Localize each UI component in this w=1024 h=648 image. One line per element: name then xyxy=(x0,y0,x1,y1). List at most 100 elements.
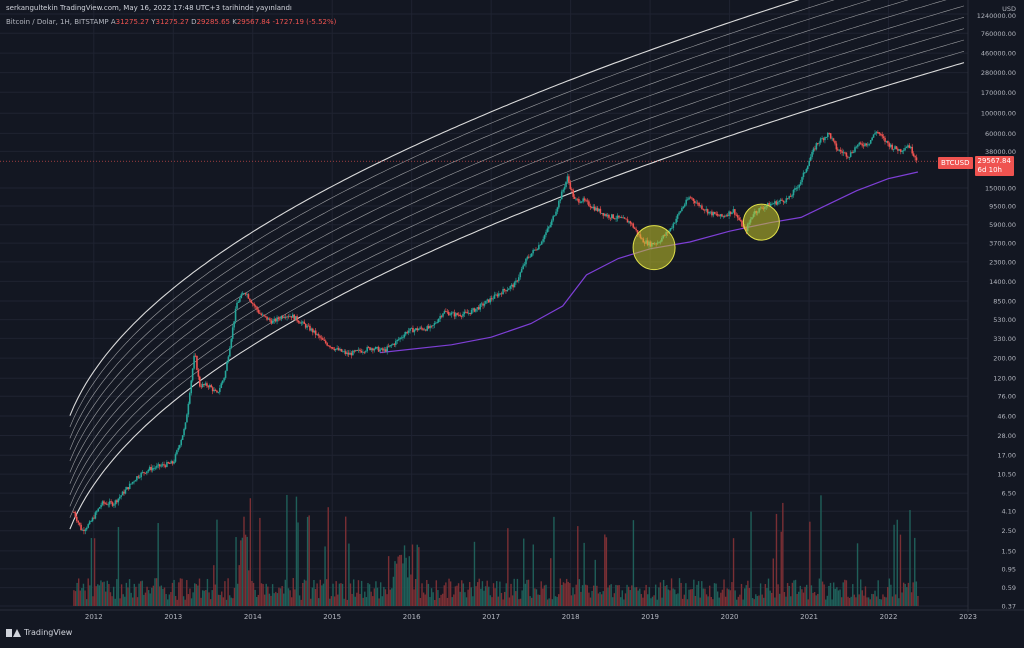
candle-body xyxy=(520,269,523,273)
candle-body xyxy=(164,465,167,467)
volume-bar xyxy=(761,594,763,606)
candle-body xyxy=(224,370,227,378)
volume-bar xyxy=(375,581,377,606)
candle-body xyxy=(791,195,793,197)
volume-bar xyxy=(807,599,809,606)
band-line xyxy=(69,28,965,496)
candle-body xyxy=(726,215,729,217)
candle-body xyxy=(465,311,467,313)
ohlc-key: D xyxy=(188,18,197,26)
volume-bar xyxy=(275,591,277,606)
candle-body xyxy=(729,211,732,215)
candle-body xyxy=(819,138,822,143)
volume-bar xyxy=(780,531,782,606)
candle-body xyxy=(576,198,579,200)
volume-bar xyxy=(187,594,190,606)
volume-bar xyxy=(596,585,598,606)
volume-bar xyxy=(432,592,434,606)
candle-body xyxy=(339,348,341,351)
candle-body xyxy=(314,330,317,335)
candle-body xyxy=(578,199,580,203)
band-line xyxy=(69,39,965,507)
volume-bar xyxy=(615,584,617,606)
volume-bar xyxy=(136,597,139,606)
candle-body xyxy=(586,200,589,202)
last-price-badge: BTCUSD 29567.84 6d 10h xyxy=(938,156,1014,176)
volume-bar xyxy=(246,536,248,606)
volume-bar xyxy=(152,585,155,606)
volume-bar xyxy=(127,587,129,606)
candle-body xyxy=(376,346,378,348)
candle-body xyxy=(812,148,815,152)
candle-body xyxy=(682,206,685,208)
candle-body xyxy=(293,314,296,320)
volume-bar xyxy=(186,580,188,606)
candle-body xyxy=(327,345,330,347)
volume-bar xyxy=(289,590,291,606)
candle-body xyxy=(77,520,80,523)
candle-body xyxy=(110,501,112,503)
candle-body xyxy=(599,208,602,214)
candle-body xyxy=(96,511,98,513)
candle-body xyxy=(912,153,915,157)
volume-bar xyxy=(422,592,425,606)
candle-body xyxy=(422,328,424,330)
volume-bar xyxy=(305,580,307,606)
volume-bar xyxy=(465,597,468,606)
candle-body xyxy=(407,330,410,333)
candle-body xyxy=(409,328,411,331)
volume-bar xyxy=(87,578,89,606)
volume-bar xyxy=(316,583,318,606)
candle-body xyxy=(457,314,460,316)
volume-bar xyxy=(643,590,646,606)
volume-bar xyxy=(826,595,829,606)
volume-bar xyxy=(85,599,88,606)
candle-body xyxy=(256,306,258,310)
volume-bar xyxy=(143,594,145,606)
candle-body xyxy=(855,146,858,148)
candle-body xyxy=(538,245,540,250)
volume-bar xyxy=(697,581,700,606)
candle-body xyxy=(452,312,454,314)
candle-body xyxy=(183,428,185,436)
candle-body xyxy=(782,200,785,203)
candle-body xyxy=(350,352,353,356)
candle-body xyxy=(137,476,140,478)
candle-body xyxy=(862,145,865,147)
candle-body xyxy=(631,223,633,225)
candle-body xyxy=(140,472,142,478)
candle-body xyxy=(775,201,778,205)
volume-bar xyxy=(712,599,714,606)
candle-body xyxy=(324,340,327,344)
volume-bar xyxy=(354,596,356,606)
volume-bar xyxy=(435,580,438,606)
volume-bar xyxy=(680,582,682,606)
volume-bar xyxy=(802,592,805,606)
volume-bar xyxy=(419,597,422,606)
candle-body xyxy=(78,522,81,525)
volume-bar xyxy=(333,596,336,606)
volume-bar xyxy=(864,586,867,606)
candle-body xyxy=(681,207,683,212)
volume-bar xyxy=(395,563,398,606)
tradingview-footer[interactable]: TradingView xyxy=(6,628,72,637)
candle-body xyxy=(286,316,288,318)
symbol-legend[interactable]: Bitcoin / Dolar, 1H, BITSTAMP A31275.27 … xyxy=(6,18,336,26)
candle-body xyxy=(635,228,637,231)
candle-body xyxy=(801,177,803,183)
candle-body xyxy=(477,307,480,310)
volume-bar xyxy=(184,599,186,606)
candle-body xyxy=(519,272,522,278)
candle-body xyxy=(543,235,546,240)
volume-bar xyxy=(486,580,488,606)
candle-body xyxy=(250,300,253,304)
candle-body xyxy=(396,339,399,342)
candle-body xyxy=(167,462,170,464)
candle-body xyxy=(715,213,718,215)
highlight-ellipse xyxy=(742,203,780,241)
volume-bar xyxy=(373,588,376,606)
volume-bar xyxy=(201,590,204,606)
volume-bar xyxy=(828,585,830,606)
